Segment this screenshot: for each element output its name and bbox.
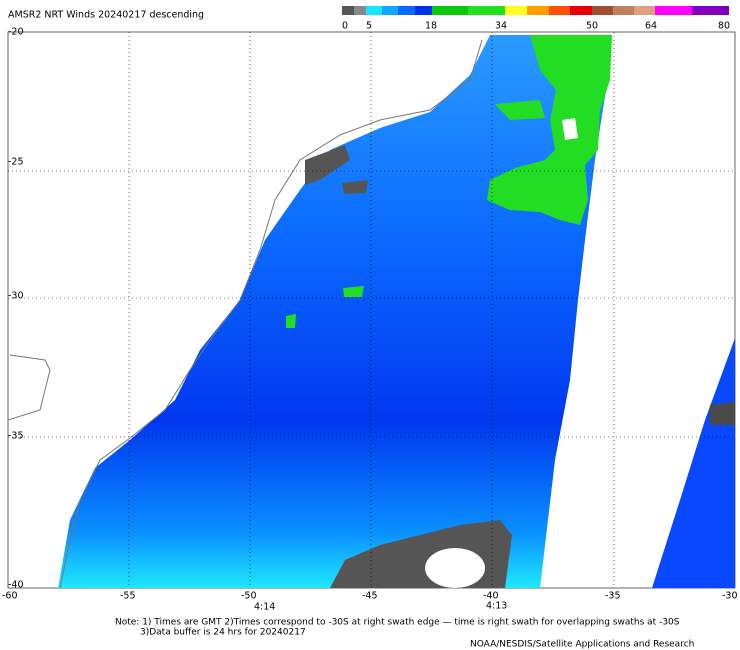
time-label: 4:14 <box>254 602 275 613</box>
lat-label: -25 <box>8 157 24 168</box>
lat-label: -30 <box>8 291 24 302</box>
coastline <box>7 354 51 421</box>
lon-label: -50 <box>241 591 257 602</box>
colorbar-label: 34 <box>495 21 507 32</box>
colorbar <box>342 6 729 15</box>
colorbar-label: 64 <box>645 21 657 32</box>
lon-label: -35 <box>605 591 621 602</box>
green-area <box>495 100 545 120</box>
grid <box>8 32 735 588</box>
low-wind <box>342 180 368 194</box>
green-area <box>487 35 612 225</box>
low-wind <box>305 145 350 185</box>
note: Note: 1) Times are GMT 2)Times correspon… <box>115 618 680 628</box>
lon-labels: -60 -55 -50 -45 -40 -35 -30 <box>2 591 738 602</box>
colorbar-label: 5 <box>366 21 372 32</box>
title: AMSR2 NRT Winds 20240217 descending <box>8 10 204 21</box>
colorbar-label: 80 <box>718 21 730 32</box>
colorbar-labels: 0 5 18 34 50 64 80 <box>342 21 730 32</box>
colorbar-label: 0 <box>342 21 348 32</box>
colorbar-label: 18 <box>425 21 437 32</box>
lat-label: -20 <box>8 27 24 38</box>
credit: NOAA/NESDIS/Satellite Applications and R… <box>470 640 694 650</box>
coastline <box>59 39 483 589</box>
green-area <box>286 314 296 328</box>
white-hole <box>562 118 578 140</box>
map <box>7 31 736 589</box>
time-label: 4:13 <box>486 601 507 612</box>
lon-label: -55 <box>120 591 136 602</box>
lon-label: -45 <box>362 591 378 602</box>
lon-label: -40 <box>483 591 499 602</box>
green-area <box>343 286 364 297</box>
note: 3)Data buffer is 24 hrs for 20240217 <box>140 628 306 638</box>
lat-label: -35 <box>8 431 24 442</box>
lon-label: -60 <box>2 591 18 602</box>
lon-label: -30 <box>722 591 738 602</box>
low-wind <box>710 402 735 425</box>
lat-label: -40 <box>8 580 24 591</box>
swath-right <box>652 338 735 588</box>
swath <box>58 35 612 588</box>
colorbar-label: 50 <box>586 21 598 32</box>
white-hole <box>425 548 485 588</box>
lat-labels: -20 -25 -30 -35 -40 <box>8 27 24 591</box>
